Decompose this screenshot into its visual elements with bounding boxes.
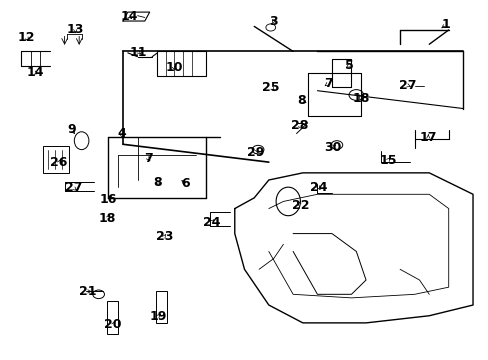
Bar	[42, 146, 69, 173]
Text: 14: 14	[120, 10, 138, 23]
Text: 24: 24	[309, 181, 326, 194]
Text: 10: 10	[165, 61, 183, 74]
Text: 30: 30	[324, 141, 341, 154]
Text: 19: 19	[149, 310, 166, 323]
Text: 7: 7	[143, 152, 152, 165]
Text: 28: 28	[291, 119, 308, 132]
Text: 14: 14	[27, 66, 44, 79]
Text: 8: 8	[153, 176, 162, 189]
Text: 22: 22	[291, 198, 308, 212]
Circle shape	[252, 145, 264, 154]
Text: 25: 25	[262, 81, 280, 94]
Text: 9: 9	[67, 123, 76, 136]
Text: 20: 20	[104, 318, 122, 331]
Text: 27: 27	[64, 181, 82, 194]
Text: 5: 5	[344, 59, 353, 72]
Text: 23: 23	[155, 230, 173, 243]
Text: 7: 7	[323, 77, 332, 90]
Text: 8: 8	[297, 94, 305, 107]
Text: 26: 26	[50, 156, 67, 169]
Text: 29: 29	[246, 146, 264, 159]
Ellipse shape	[74, 132, 89, 150]
Text: 4: 4	[117, 127, 126, 140]
Bar	[156, 291, 166, 323]
Text: 24: 24	[202, 216, 220, 229]
Circle shape	[93, 290, 104, 298]
Text: 18: 18	[99, 212, 116, 225]
Text: 16: 16	[100, 193, 117, 206]
Circle shape	[348, 90, 363, 100]
Circle shape	[265, 24, 275, 31]
Bar	[157, 51, 205, 76]
Circle shape	[330, 141, 342, 149]
Text: 13: 13	[66, 23, 84, 36]
Text: 17: 17	[419, 131, 436, 144]
Text: 12: 12	[18, 31, 35, 44]
Text: 15: 15	[378, 154, 396, 167]
Text: 3: 3	[269, 14, 277, 27]
Text: 21: 21	[79, 285, 97, 298]
Text: 18: 18	[352, 92, 369, 105]
Text: 11: 11	[129, 46, 147, 59]
Bar	[107, 301, 118, 334]
Text: 1: 1	[441, 18, 450, 31]
Text: 6: 6	[181, 177, 189, 190]
Text: 27: 27	[398, 79, 415, 92]
